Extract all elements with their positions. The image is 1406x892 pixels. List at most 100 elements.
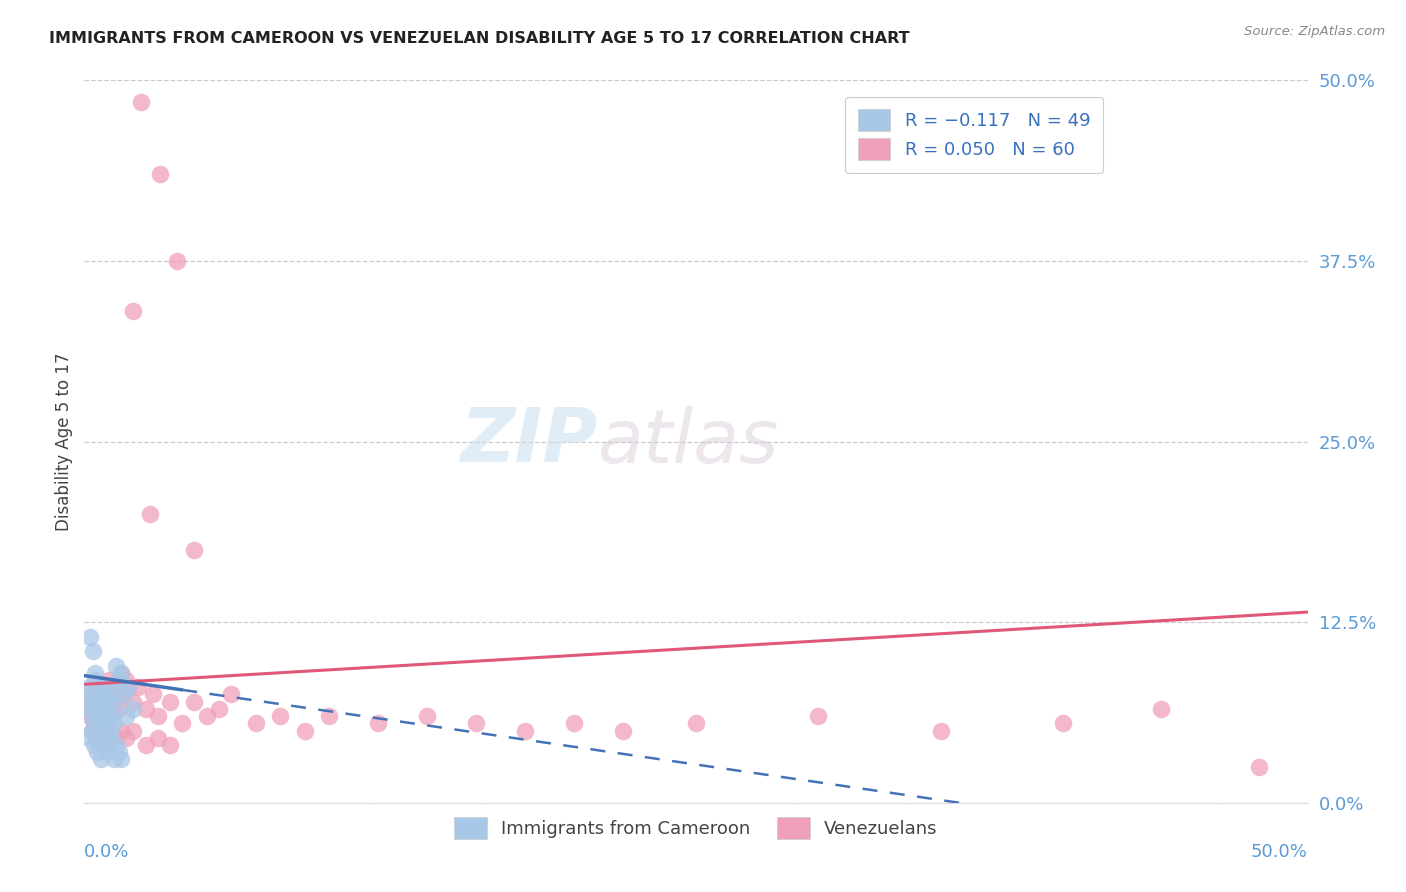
Point — [80, 687, 103, 701]
Point — [87, 680, 110, 694]
Point — [84, 673, 107, 687]
Point — [110, 665, 132, 680]
Point — [86, 745, 108, 759]
Point — [513, 723, 536, 738]
Text: Source: ZipAtlas.com: Source: ZipAtlas.com — [1244, 25, 1385, 38]
Point — [90, 752, 112, 766]
Point — [91, 716, 114, 731]
Point — [146, 731, 169, 745]
Point — [90, 702, 112, 716]
Point — [98, 723, 121, 738]
Point — [79, 702, 101, 716]
Point — [115, 673, 138, 687]
Point — [1247, 760, 1270, 774]
Point — [105, 731, 128, 745]
Point — [117, 680, 139, 694]
Point — [1052, 716, 1074, 731]
Point — [107, 745, 129, 759]
Point — [87, 731, 110, 745]
Point — [135, 738, 157, 752]
Text: 50.0%: 50.0% — [1251, 843, 1308, 861]
Point — [90, 716, 112, 731]
Point — [96, 723, 118, 738]
Point — [685, 716, 707, 731]
Point — [139, 507, 162, 521]
Point — [183, 695, 205, 709]
Point — [105, 658, 128, 673]
Point — [101, 709, 124, 723]
Point — [159, 695, 181, 709]
Point — [166, 253, 188, 268]
Point — [112, 687, 135, 701]
Point — [77, 695, 100, 709]
Point — [97, 723, 120, 738]
Point — [149, 167, 172, 181]
Point — [195, 709, 218, 723]
Point — [135, 702, 157, 716]
Point — [294, 723, 316, 738]
Point — [84, 709, 107, 723]
Point — [77, 680, 100, 694]
Point — [107, 702, 129, 716]
Point — [122, 723, 145, 738]
Point — [82, 644, 104, 658]
Point — [1150, 702, 1173, 716]
Point — [142, 687, 165, 701]
Point — [115, 709, 138, 723]
Point — [83, 716, 105, 731]
Point — [89, 709, 111, 723]
Text: IMMIGRANTS FROM CAMEROON VS VENEZUELAN DISABILITY AGE 5 TO 17 CORRELATION CHART: IMMIGRANTS FROM CAMEROON VS VENEZUELAN D… — [49, 31, 910, 46]
Point — [612, 723, 634, 738]
Point — [103, 752, 125, 766]
Point — [82, 709, 104, 723]
Point — [172, 716, 194, 731]
Point — [82, 702, 104, 716]
Point — [219, 687, 242, 701]
Point — [97, 680, 120, 694]
Point — [96, 738, 118, 752]
Point — [89, 695, 111, 709]
Point — [367, 716, 389, 731]
Point — [100, 723, 122, 738]
Point — [122, 304, 145, 318]
Point — [79, 709, 101, 723]
Point — [110, 752, 132, 766]
Point — [96, 745, 118, 759]
Point — [110, 665, 132, 680]
Point — [90, 687, 112, 701]
Point — [103, 695, 125, 709]
Point — [100, 709, 122, 723]
Point — [127, 680, 149, 694]
Point — [80, 723, 103, 738]
Point — [110, 723, 132, 738]
Point — [93, 738, 115, 752]
Point — [77, 687, 100, 701]
Point — [93, 695, 115, 709]
Point — [117, 680, 139, 694]
Point — [93, 709, 115, 723]
Point — [79, 630, 101, 644]
Point — [929, 723, 952, 738]
Point — [208, 702, 231, 716]
Point — [87, 680, 110, 694]
Point — [112, 687, 135, 701]
Point — [129, 95, 152, 109]
Y-axis label: Disability Age 5 to 17: Disability Age 5 to 17 — [55, 352, 73, 531]
Point — [76, 702, 98, 716]
Point — [87, 680, 110, 694]
Point — [115, 731, 138, 745]
Point — [96, 716, 118, 731]
Point — [103, 716, 125, 731]
Point — [183, 542, 205, 557]
Point — [122, 695, 145, 709]
Point — [562, 716, 585, 731]
Point — [77, 731, 100, 745]
Text: ZIP: ZIP — [461, 405, 598, 478]
Point — [86, 695, 108, 709]
Point — [159, 738, 181, 752]
Point — [97, 673, 120, 687]
Point — [100, 731, 122, 745]
Point — [105, 680, 128, 694]
Point — [80, 695, 103, 709]
Text: atlas: atlas — [598, 406, 779, 477]
